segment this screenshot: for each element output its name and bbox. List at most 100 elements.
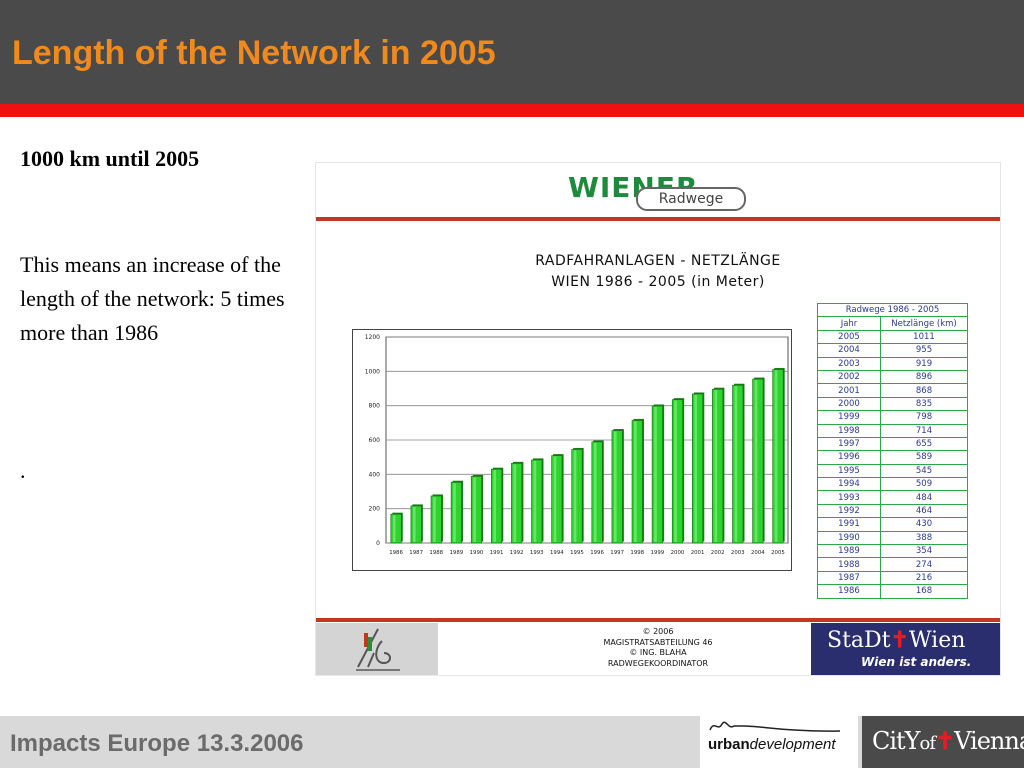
table-row: 2001 868 xyxy=(817,383,968,398)
accent-bar xyxy=(0,104,1024,117)
table-cell-year: 1990 xyxy=(817,530,881,546)
bar xyxy=(551,455,563,544)
bar xyxy=(430,495,442,544)
table-header-year: Jahr xyxy=(817,316,881,331)
table-row: 2003 919 xyxy=(817,356,968,371)
footer-bar: Impacts Europe 13.3.2006 urbandevelopmen… xyxy=(0,716,1024,768)
stadt-wien-tagline: Wien ist anders. xyxy=(861,655,972,669)
table-row: 1986 168 xyxy=(817,584,968,599)
header-bar: Length of the Network in 2005 xyxy=(0,0,1024,104)
table-cell-length: 168 xyxy=(880,584,968,599)
table-cell-year: 1999 xyxy=(817,410,881,425)
ma46-logo xyxy=(316,623,438,675)
footer-text: Impacts Europe 13.3.2006 xyxy=(10,730,304,757)
bar-highlight xyxy=(654,407,657,542)
stadt-wien-logo: StaDt✝Wien Wien ist anders. xyxy=(811,623,1000,675)
data-table: Radwege 1986 - 2005 Jahr Netzlänge (km) … xyxy=(817,302,968,599)
credit-line: MAGISTRATSABTEILUNG 46 xyxy=(603,637,713,647)
credit-line: RADWEGEKOORDINATOR xyxy=(607,658,709,668)
table-cell-year: 2002 xyxy=(817,369,881,385)
table-cell-length: 714 xyxy=(880,423,968,438)
table-cell-year: 1991 xyxy=(817,517,881,532)
urban-development-wordmark: urbandevelopment xyxy=(708,736,836,753)
bar-highlight xyxy=(553,456,557,542)
x-tick-label: 1986 xyxy=(389,550,403,556)
bar-highlight xyxy=(533,460,537,542)
bar xyxy=(491,468,503,544)
table-title: Radwege 1986 - 2005 xyxy=(817,302,968,318)
table-cell-length: 216 xyxy=(880,570,968,586)
bar xyxy=(511,463,523,544)
y-tick-label: 800 xyxy=(369,403,381,410)
table-row: 2000 835 xyxy=(817,396,968,412)
ma46-logo-icon xyxy=(356,628,400,671)
bar xyxy=(712,388,724,544)
y-tick-label: 1200 xyxy=(365,334,380,341)
x-tick-label: 1995 xyxy=(570,550,584,556)
city-of-vienna-logo: CitYof✝Vienna xyxy=(862,716,1024,768)
x-tick-label: 1991 xyxy=(490,550,504,556)
bar-highlight xyxy=(513,464,517,542)
body-text: This means an increase of the length of … xyxy=(20,252,285,345)
y-tick-label: 1000 xyxy=(365,368,380,375)
vienna-cross-icon: ✝ xyxy=(935,726,955,755)
table-cell-year: 1986 xyxy=(817,584,881,599)
radwege-logo-pill: Radwege xyxy=(636,187,746,211)
table-cell-year: 1993 xyxy=(817,490,881,505)
poster-title-line1: RADFAHRANLAGEN - NETZLÄNGE xyxy=(535,253,781,269)
city-of-vienna-wordmark: CitYof✝Vienna xyxy=(872,726,1024,755)
table-cell-year: 2004 xyxy=(817,343,881,358)
table-row: 1988 274 xyxy=(817,557,968,572)
table-row: 1987 216 xyxy=(817,570,968,586)
table-cell-length: 589 xyxy=(880,450,968,465)
table-cell-year: 2003 xyxy=(817,356,881,371)
table-cell-length: 955 xyxy=(880,343,968,358)
x-tick-label: 1997 xyxy=(610,550,624,556)
table-row: 1994 509 xyxy=(817,477,968,492)
x-tick-label: 1996 xyxy=(590,550,604,556)
bar xyxy=(732,384,744,544)
table-cell-length: 545 xyxy=(880,463,968,479)
table-cell-length: 1011 xyxy=(880,329,968,345)
y-tick-label: 0 xyxy=(376,540,380,547)
x-tick-label: 1988 xyxy=(429,550,443,556)
bar-highlight xyxy=(413,506,416,542)
table-cell-year: 1997 xyxy=(817,436,881,452)
bar xyxy=(671,399,683,544)
bar-highlight xyxy=(493,470,497,542)
table-cell-length: 388 xyxy=(880,530,968,546)
bar-highlight xyxy=(634,421,637,542)
table-cell-year: 1995 xyxy=(817,463,881,479)
x-tick-label: 1989 xyxy=(449,550,463,556)
table-cell-length: 509 xyxy=(880,477,968,492)
bar xyxy=(651,405,663,544)
poster-bottom-rule xyxy=(316,618,1000,622)
table-cell-length: 274 xyxy=(880,557,968,572)
urban-development-logo: urbandevelopment xyxy=(700,716,858,768)
bar-highlight xyxy=(774,370,778,542)
bar-highlight xyxy=(392,515,396,542)
table-row: 1999 798 xyxy=(817,410,968,425)
table-row: 2004 955 xyxy=(817,343,968,358)
table-cell-year: 1989 xyxy=(817,544,881,559)
table-row: 1989 354 xyxy=(817,544,968,559)
table-cell-length: 464 xyxy=(880,503,968,519)
table-row: 1991 430 xyxy=(817,517,968,532)
y-tick-label: 600 xyxy=(369,437,381,444)
table-cell-length: 919 xyxy=(880,356,968,371)
x-tick-label: 2000 xyxy=(671,550,685,556)
table-cell-year: 2001 xyxy=(817,383,881,398)
bar-highlight xyxy=(453,483,456,542)
x-tick-label: 1998 xyxy=(630,550,644,556)
bar-highlight xyxy=(593,442,597,542)
bar-highlight xyxy=(734,386,738,542)
subheading: 1000 km until 2005 xyxy=(20,146,200,171)
table-cell-year: 1988 xyxy=(817,557,881,572)
table-row: 1990 388 xyxy=(817,530,968,546)
bar xyxy=(390,513,402,544)
table-cell-length: 354 xyxy=(880,544,968,559)
table-cell-length: 798 xyxy=(880,410,968,425)
bar xyxy=(470,476,482,544)
bar xyxy=(611,430,623,544)
table-header-length: Netzlänge (km) xyxy=(880,316,968,331)
